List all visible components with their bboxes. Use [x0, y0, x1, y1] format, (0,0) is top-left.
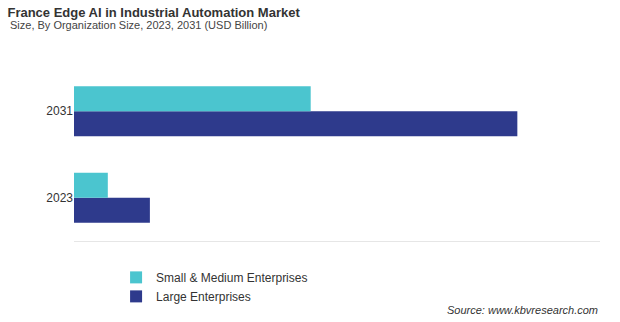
- svg-text:2031: 2031: [46, 104, 73, 118]
- svg-text:France Edge AI in Industrial A: France Edge AI in Industrial Automation …: [7, 5, 300, 20]
- svg-text:Size, By Organization Size, 20: Size, By Organization Size, 2023, 2031 (…: [10, 19, 267, 31]
- svg-text:Source: www.kbvresearch.com: Source: www.kbvresearch.com: [447, 304, 598, 316]
- svg-text:2023: 2023: [46, 191, 73, 205]
- svg-text:Large Enterprises: Large Enterprises: [156, 290, 251, 304]
- svg-text:Small & Medium Enterprises: Small & Medium Enterprises: [156, 271, 307, 285]
